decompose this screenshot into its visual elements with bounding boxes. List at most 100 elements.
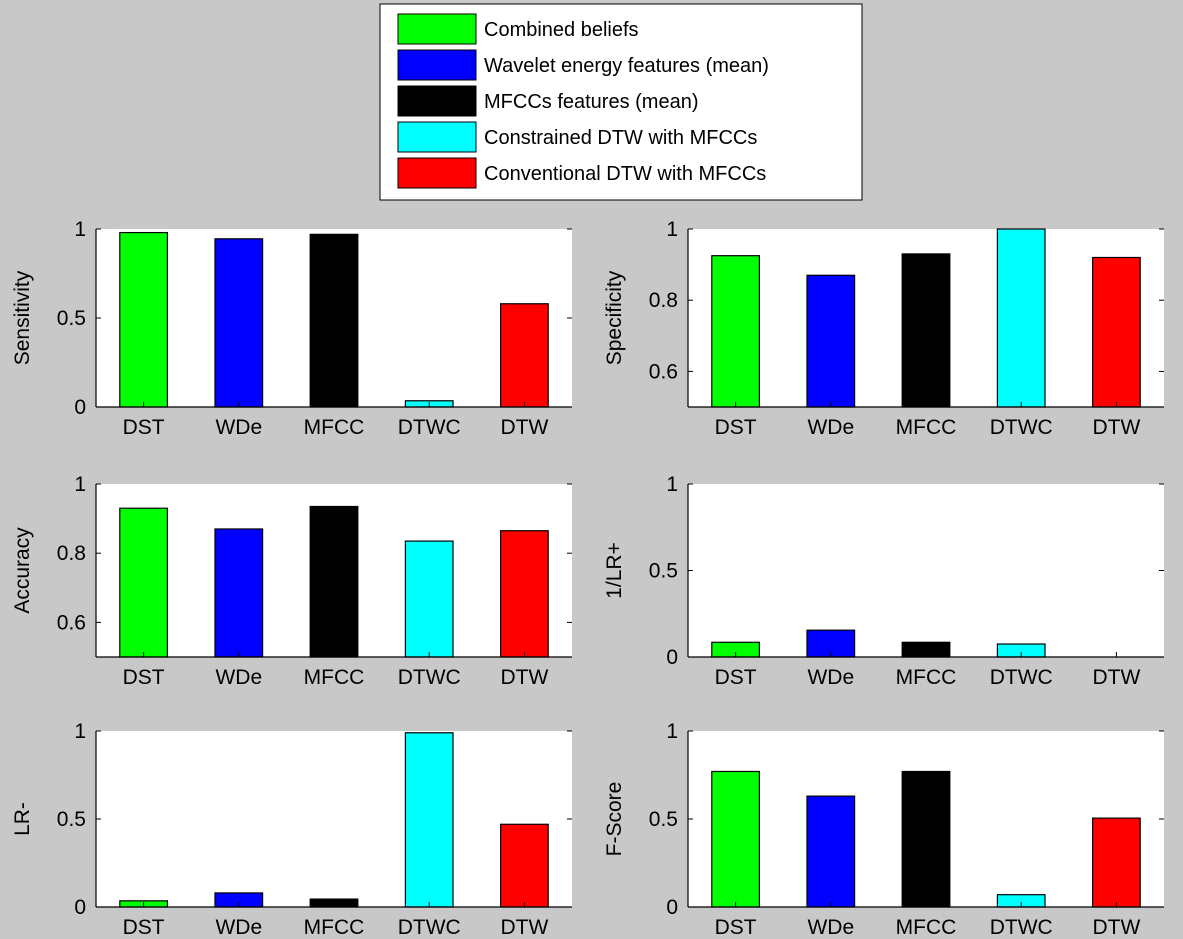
y-tick-label: 0 bbox=[74, 396, 86, 419]
x-tick-label: DTW bbox=[500, 666, 548, 689]
bar-dtw bbox=[500, 530, 549, 658]
bar-dtw bbox=[1091, 817, 1141, 908]
legend-label: MFCCs features (mean) bbox=[484, 91, 699, 113]
specificity-panel: 0.6 0.8 1 DST WDe MFCC DTWC DTW Specificity bbox=[603, 218, 1164, 439]
legend-swatch bbox=[397, 157, 477, 189]
bar-dst bbox=[119, 231, 169, 408]
legend-swatch bbox=[397, 121, 477, 153]
x-tick-label: DTW bbox=[500, 416, 548, 439]
x-tick-label: DTW bbox=[1092, 666, 1140, 689]
x-tick-label: DST bbox=[123, 666, 165, 689]
y-axis-label: Accuracy bbox=[11, 527, 34, 614]
y-tick-label: 1 bbox=[74, 473, 86, 496]
y-tick-label: 0.5 bbox=[57, 307, 86, 330]
x-tick-label: DST bbox=[123, 916, 165, 939]
bar-dtwc bbox=[404, 732, 454, 908]
x-tick-label: WDe bbox=[215, 916, 262, 939]
f-score-panel: 0 0.5 1 DST WDe MFCC DTWC DTW F-Score bbox=[603, 720, 1164, 939]
bar-dtw bbox=[500, 303, 549, 408]
sensitivity-panel: 0 0.5 1 DST WDe MFCC DTWC DTW Sensitivity bbox=[11, 218, 572, 439]
y-tick-label: 1 bbox=[74, 720, 86, 743]
y-tick-label: 0.5 bbox=[649, 560, 678, 583]
x-tick-label: WDe bbox=[215, 416, 262, 439]
legend-swatch bbox=[397, 85, 477, 117]
bar-wde bbox=[806, 274, 856, 408]
bar-mfcc bbox=[901, 770, 951, 908]
inverse-lr-plus-panel: 0 0.5 1 DST WDe MFCC DTWC DTW 1/LR+ bbox=[603, 473, 1164, 689]
x-tick-label: DST bbox=[715, 666, 757, 689]
bar-wde bbox=[214, 238, 264, 408]
y-tick-label: 0.6 bbox=[649, 360, 678, 383]
y-axis-label: Specificity bbox=[603, 270, 626, 365]
y-tick-label: 1 bbox=[74, 218, 86, 241]
x-tick-label: DTWC bbox=[990, 666, 1053, 689]
bar-wde bbox=[806, 795, 856, 908]
legend-swatch bbox=[397, 49, 477, 81]
y-axis-label: LR- bbox=[11, 802, 34, 836]
x-tick-label: MFCC bbox=[304, 666, 365, 689]
x-tick-label: MFCC bbox=[304, 416, 365, 439]
bar-dst bbox=[711, 770, 760, 908]
bar-dst bbox=[711, 255, 760, 408]
bar-dtw bbox=[500, 823, 549, 908]
bar-dtwc bbox=[996, 228, 1046, 408]
x-tick-label: MFCC bbox=[896, 416, 957, 439]
x-tick-label: DTW bbox=[1092, 916, 1140, 939]
bar-wde bbox=[214, 528, 264, 658]
bar-mfcc bbox=[309, 505, 359, 658]
plot-area bbox=[688, 484, 1164, 657]
legend-entry: Constrained DTW with MFCCs bbox=[397, 121, 757, 153]
legend-label: Conventional DTW with MFCCs bbox=[484, 163, 766, 185]
y-tick-label: 0.5 bbox=[649, 808, 678, 831]
y-axis-label: Sensitivity bbox=[11, 270, 34, 365]
legend-entry: Combined beliefs bbox=[397, 13, 639, 45]
x-tick-label: MFCC bbox=[304, 916, 365, 939]
x-tick-label: MFCC bbox=[896, 916, 957, 939]
bar-dtwc bbox=[404, 540, 454, 658]
bar-mfcc bbox=[901, 253, 951, 408]
bar-dst bbox=[119, 507, 169, 658]
legend-label: Constrained DTW with MFCCs bbox=[484, 127, 757, 149]
x-tick-label: DST bbox=[715, 916, 757, 939]
y-tick-label: 0.6 bbox=[57, 611, 86, 634]
legend-entry: Conventional DTW with MFCCs bbox=[397, 157, 766, 189]
bar-mfcc bbox=[309, 233, 359, 408]
legend-swatch bbox=[397, 13, 477, 45]
x-tick-label: DTWC bbox=[398, 416, 461, 439]
y-tick-label: 0 bbox=[666, 896, 678, 919]
plot-area bbox=[96, 731, 572, 907]
lr-minus-panel: 0 0.5 1 DST WDe MFCC DTWC DTW LR- bbox=[11, 720, 572, 939]
legend: Combined beliefs Wavelet energy features … bbox=[379, 3, 863, 201]
y-axis-label: 1/LR+ bbox=[603, 542, 626, 599]
x-tick-label: DST bbox=[123, 416, 165, 439]
y-tick-label: 1 bbox=[666, 218, 678, 241]
y-tick-label: 1 bbox=[666, 473, 678, 496]
x-tick-label: DST bbox=[715, 416, 757, 439]
x-tick-label: DTW bbox=[1092, 416, 1140, 439]
y-axis-label: F-Score bbox=[603, 782, 626, 857]
legend-label: Combined beliefs bbox=[484, 19, 639, 41]
x-tick-label: WDe bbox=[807, 666, 854, 689]
x-tick-label: DTWC bbox=[990, 916, 1053, 939]
x-tick-label: DTWC bbox=[398, 916, 461, 939]
legend-entry: Wavelet energy features (mean) bbox=[397, 49, 769, 81]
y-tick-label: 1 bbox=[666, 720, 678, 743]
y-tick-label: 0.8 bbox=[649, 289, 678, 312]
x-tick-label: DTWC bbox=[990, 416, 1053, 439]
legend-label: Wavelet energy features (mean) bbox=[484, 55, 769, 77]
y-tick-label: 0 bbox=[666, 646, 678, 669]
x-tick-label: WDe bbox=[807, 416, 854, 439]
y-tick-label: 0.8 bbox=[57, 542, 86, 565]
y-tick-label: 0.5 bbox=[57, 808, 86, 831]
accuracy-panel: 0.6 0.8 1 DST WDe MFCC DTWC DTW Accuracy bbox=[11, 473, 572, 689]
x-tick-label: WDe bbox=[215, 666, 262, 689]
legend-entry: MFCCs features (mean) bbox=[397, 85, 699, 117]
x-tick-label: MFCC bbox=[896, 666, 957, 689]
subplot-grid: 0 0.5 1 DST WDe MFCC DTWC DTW Sensitivity 0.6 0.8 1… bbox=[11, 218, 1164, 939]
y-tick-label: 0 bbox=[74, 896, 86, 919]
bar-dtw bbox=[1091, 256, 1141, 408]
x-tick-label: DTW bbox=[500, 916, 548, 939]
x-tick-label: WDe bbox=[807, 916, 854, 939]
x-tick-label: DTWC bbox=[398, 666, 461, 689]
